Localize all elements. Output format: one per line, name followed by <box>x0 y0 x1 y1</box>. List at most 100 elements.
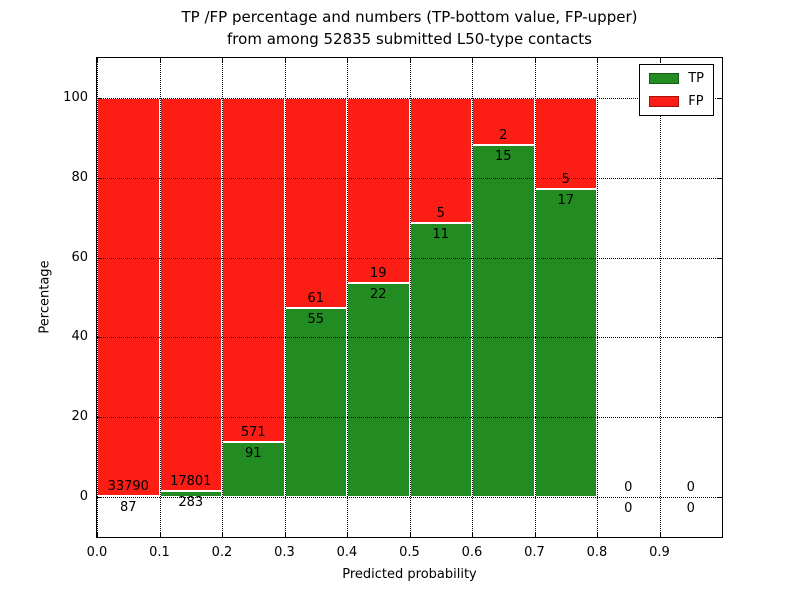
x-tick-mark-bottom <box>659 532 661 537</box>
y-tick-label: 100 <box>63 89 88 105</box>
grid-line-v <box>222 58 223 537</box>
x-tick-label: 0.5 <box>399 545 420 560</box>
grid-line-h <box>97 337 722 339</box>
y-tick-label: 40 <box>71 329 88 345</box>
grid-line-v <box>97 58 98 537</box>
bar-tp <box>284 307 347 498</box>
y-tick-mark-right <box>717 97 722 99</box>
bar-fp <box>472 97 535 145</box>
fp-count-label: 61 <box>307 290 325 306</box>
x-tick-mark-top <box>97 58 98 63</box>
y-tick-mark-left <box>97 257 102 259</box>
tp-count-label: 17 <box>557 192 575 208</box>
x-tick-label: 0.0 <box>86 545 108 560</box>
x-tick-mark-bottom <box>534 532 536 537</box>
tick-layer <box>97 58 722 537</box>
x-tick-label: 0.1 <box>149 545 170 560</box>
grid-line-v <box>472 58 473 537</box>
tp-count-label: 15 <box>494 148 512 164</box>
y-tick-label: 20 <box>71 409 88 425</box>
bar-tp <box>222 442 285 498</box>
x-tick-mark-top <box>159 58 161 63</box>
legend-swatch-tp-icon <box>649 73 680 84</box>
y-tick-mark-right <box>717 177 722 179</box>
tp-count-label: 11 <box>432 226 450 242</box>
y-tick-label: 80 <box>71 169 88 185</box>
tp-count-label: 0 <box>686 501 695 517</box>
grid-line-v <box>159 58 161 537</box>
fp-count-label: 17801 <box>170 473 212 489</box>
x-tick-mark-top <box>409 58 411 63</box>
tp-count-label: 55 <box>307 311 325 327</box>
x-tick-label: 0.6 <box>461 545 483 560</box>
y-tick-mark-left <box>97 417 102 419</box>
tp-count-label: 91 <box>244 446 262 462</box>
grid-line-h <box>97 177 722 179</box>
legend-swatch-fp-icon <box>649 96 680 107</box>
fp-count-label: 0 <box>686 480 695 496</box>
x-tick-label: 0.9 <box>649 545 670 560</box>
bar-label-layer: 33790 87 17801 283 571 91 61 55 19 22 5 11 2 15 5 17 0 0 0… <box>97 58 722 537</box>
tp-count-label: 87 <box>119 500 137 516</box>
y-tick-mark-right <box>717 417 722 419</box>
x-tick-mark-bottom <box>597 532 598 537</box>
plot-area: 33790 87 17801 283 571 91 61 55 19 22 5 11 2 15 5 17 0 0 0… <box>96 57 723 538</box>
x-tick-mark-top <box>659 58 661 63</box>
x-tick-mark-top <box>222 58 223 63</box>
x-tick-mark-bottom <box>97 532 98 537</box>
x-tick-mark-top <box>347 58 348 63</box>
bar-tp <box>534 188 597 498</box>
x-axis-label: Predicted probability <box>342 567 477 582</box>
tp-count-label: 283 <box>178 494 204 510</box>
grid-line-v <box>284 58 286 537</box>
y-tick-label: 60 <box>71 249 88 265</box>
x-tick-mark-top <box>472 58 473 63</box>
grid-line-h <box>97 257 722 259</box>
x-tick-mark-bottom <box>222 532 223 537</box>
y-axis-label: Percentage <box>37 260 53 334</box>
y-tick-mark-left <box>97 177 102 179</box>
x-tick-mark-bottom <box>409 532 411 537</box>
bar-layer <box>97 58 722 537</box>
grid-line-h <box>97 497 722 499</box>
y-tick-mark-left <box>97 337 102 339</box>
x-tick-mark-bottom <box>284 532 286 537</box>
fp-count-label: 5 <box>561 171 570 187</box>
x-tick-mark-top <box>284 58 286 63</box>
legend: TP FP <box>639 64 714 116</box>
legend-row: FP <box>649 94 704 109</box>
grid-line-v <box>659 58 661 537</box>
x-tick-label: 0.4 <box>336 545 358 560</box>
y-tick-mark-left <box>97 97 102 99</box>
tp-count-label: 22 <box>369 286 387 302</box>
fp-count-label: 2 <box>499 127 508 143</box>
y-tick-mark-right <box>717 257 722 259</box>
chart-title-line1: TP /FP percentage and numbers (TP-bottom… <box>181 8 638 26</box>
grid-layer <box>97 58 722 537</box>
grid-line-h <box>97 97 722 99</box>
bar-fp <box>222 97 285 443</box>
tp-count-label: 0 <box>624 501 633 517</box>
grid-line-v <box>534 58 536 537</box>
x-tick-label: 0.2 <box>211 545 233 560</box>
x-tick-mark-bottom <box>472 532 473 537</box>
y-tick-mark-left <box>97 497 102 499</box>
x-tick-mark-bottom <box>347 532 348 537</box>
x-tick-mark-top <box>534 58 536 63</box>
x-tick-mark-bottom <box>159 532 161 537</box>
bar-fp <box>409 97 472 223</box>
grid-line-v <box>409 58 411 537</box>
bar-tp <box>472 144 535 498</box>
fp-count-label: 5 <box>436 205 445 221</box>
chart-title: TP /FP percentage and numbers (TP-bottom… <box>97 6 722 50</box>
fp-count-label: 19 <box>369 265 387 281</box>
legend-label: FP <box>688 94 704 109</box>
y-tick-mark-right <box>717 337 722 339</box>
fp-count-label: 571 <box>240 425 266 441</box>
x-tick-label: 0.3 <box>274 545 295 560</box>
fp-count-label: 0 <box>624 480 633 496</box>
grid-line-h <box>97 417 722 419</box>
x-tick-label: 0.8 <box>586 545 608 560</box>
grid-line-v <box>597 58 598 537</box>
